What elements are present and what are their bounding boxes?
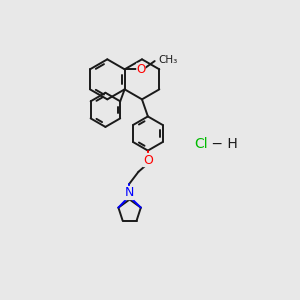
Text: − H: − H bbox=[207, 137, 238, 151]
Text: N: N bbox=[124, 187, 134, 200]
Text: CH₃: CH₃ bbox=[158, 55, 178, 64]
Text: O: O bbox=[143, 154, 153, 166]
Text: Cl: Cl bbox=[194, 137, 208, 151]
Text: O: O bbox=[136, 63, 146, 76]
